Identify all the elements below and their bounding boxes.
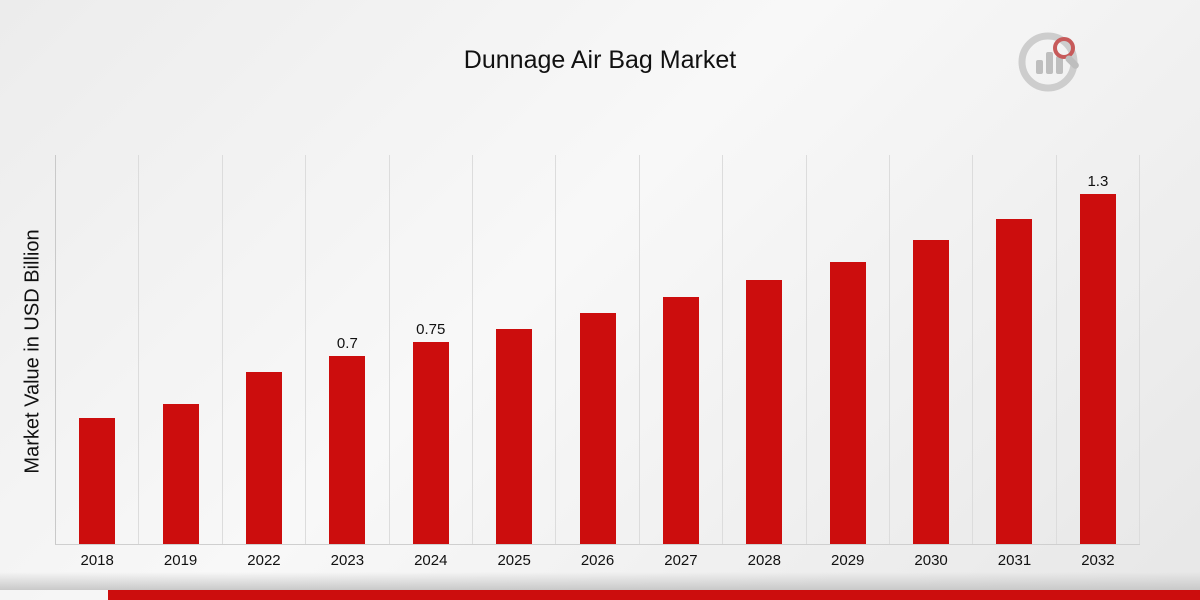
bar: [579, 313, 616, 544]
mrfr-logo-icon: [1012, 28, 1090, 111]
bar-column: 2019: [139, 155, 223, 569]
bar-column: 2027: [640, 155, 724, 569]
bar: [162, 404, 199, 544]
x-tick-label: 2023: [330, 552, 365, 569]
bar-column: 2018: [56, 155, 140, 569]
x-tick-label: 2024: [414, 552, 448, 569]
bar-value-label: 0.75: [416, 321, 446, 338]
bar-column: 2029: [807, 155, 890, 569]
x-tick-label: 2025: [497, 552, 531, 569]
bar: [496, 329, 533, 544]
x-tick-label: 2026: [580, 552, 615, 569]
bar-column: 2022: [223, 155, 307, 569]
bar: [245, 372, 282, 544]
x-tick-label: 2028: [747, 552, 781, 569]
bar-column: 2030: [890, 155, 974, 569]
bar: [79, 418, 116, 544]
x-tick-label: 2027: [664, 552, 698, 569]
bar-column: 0.75 2024: [390, 155, 473, 569]
bar: [412, 342, 449, 544]
x-tick-label: 2022: [247, 552, 281, 569]
chart-title: Dunnage Air Bag Market: [463, 46, 737, 74]
x-tick-label: 2018: [80, 552, 114, 569]
x-tick-label: 2030: [914, 552, 948, 569]
y-axis-label: Market Value in USD Billion: [21, 229, 44, 474]
bar-column: 1.3 2032: [1057, 155, 1141, 569]
bar-column: 2028: [723, 155, 807, 569]
x-tick-label: 2031: [997, 552, 1032, 569]
bar: [746, 280, 783, 544]
bar: [329, 356, 366, 544]
x-tick-label: 2019: [163, 552, 198, 569]
bar-value-label: 1.3: [1087, 173, 1109, 190]
bar-value-label: 0.7: [336, 335, 358, 352]
bar: [996, 219, 1033, 544]
bar-column: 2031: [973, 155, 1057, 569]
bar: [829, 262, 866, 544]
bar: [662, 297, 699, 544]
bar-column: 0.7 2023: [306, 155, 390, 569]
x-tick-label: 2032: [1081, 552, 1115, 569]
x-tick-label: 2029: [831, 552, 865, 569]
bar: [1079, 194, 1116, 544]
bar-column: 2025: [473, 155, 557, 569]
plot-area: 2018 2019 2022 0.7 2023 0.75 2024 2025 2026 2027 2…: [55, 155, 1141, 569]
footer-red-bar: [108, 590, 1200, 600]
bar: [913, 240, 950, 544]
footer-gradient: [0, 572, 1200, 590]
bar-column: 2026: [556, 155, 640, 569]
